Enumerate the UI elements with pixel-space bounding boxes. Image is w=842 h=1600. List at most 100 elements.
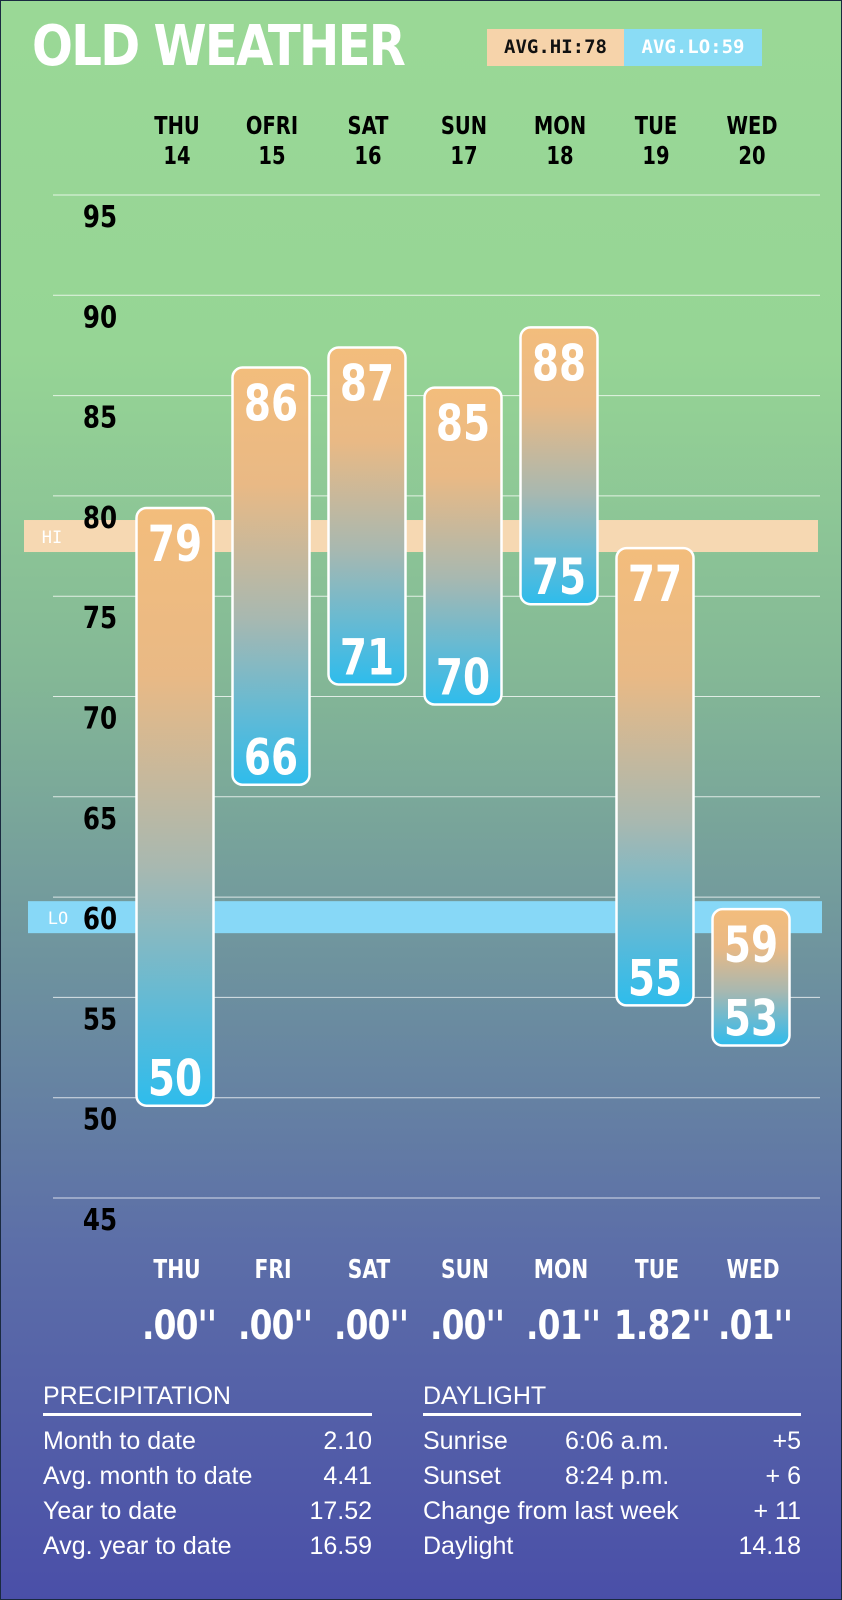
day-date: 20 <box>738 141 766 170</box>
daylight-panel: DAYLIGHT Sunrise 6:06 a.m. +5 Sunset 8:2… <box>423 1382 801 1564</box>
day-header-thu: THU 14 <box>146 111 208 171</box>
precipitation-panel: PRECIPITATION Month to date 2.10 Avg. mo… <box>43 1382 372 1564</box>
avg-low-badge: AVG.LO:59 <box>624 29 762 66</box>
low-temp-label: 50 <box>148 1049 202 1108</box>
day-name: WED <box>726 111 778 140</box>
day-name: SAT <box>347 111 389 140</box>
panel-heading: PRECIPITATION <box>43 1382 372 1416</box>
day-date: 16 <box>354 141 382 170</box>
precip-day-label: TUE <box>634 1255 680 1285</box>
temp-bar-0: 79 50 <box>135 506 215 1108</box>
precip-day-label: SUN <box>440 1255 490 1285</box>
temp-range-bar <box>135 506 215 1107</box>
day-header-sat: SAT 16 <box>337 111 399 171</box>
table-row: Month to date 2.10 <box>43 1424 372 1459</box>
day-name: THU <box>154 111 200 140</box>
precip-day-label: SAT <box>347 1255 391 1285</box>
high-temp-label: 79 <box>148 514 202 573</box>
day-name: TUE <box>634 111 678 140</box>
precip-day-value: .00'' <box>333 1303 409 1349</box>
avg-high-badge: AVG.HI:78 <box>487 29 624 66</box>
row-value: 4.41 <box>323 1462 372 1490</box>
table-row: Daylight 14.18 <box>423 1529 801 1564</box>
day-date: 17 <box>450 141 478 170</box>
low-temp-label: 70 <box>436 648 490 707</box>
row-value: 2.10 <box>323 1427 372 1455</box>
low-temp-label: 53 <box>724 989 778 1048</box>
row-label: Year to date <box>43 1497 177 1525</box>
precip-day-label: FRI <box>254 1255 292 1285</box>
row-label: Month to date <box>43 1427 196 1455</box>
row-label: Sunrise <box>423 1427 508 1455</box>
day-name: SUN <box>440 111 488 140</box>
panel-heading: DAYLIGHT <box>423 1382 801 1416</box>
table-row: Sunrise 6:06 a.m. +5 <box>423 1424 801 1459</box>
y-tick-label: 60 <box>83 903 117 937</box>
row-change: + 11 <box>753 1497 802 1525</box>
day-header-sun: SUN 17 <box>433 111 495 171</box>
y-tick-label: 45 <box>83 1204 117 1238</box>
hi-band-label: HI <box>42 528 62 548</box>
temp-range-bar <box>423 386 503 706</box>
table-row: Avg. year to date 16.59 <box>43 1529 372 1564</box>
low-temp-label: 66 <box>244 728 298 787</box>
precip-day-value: .00'' <box>237 1303 313 1349</box>
row-label: Avg. month to date <box>43 1462 253 1490</box>
row-time: 6:06 a.m. <box>565 1427 670 1455</box>
day-header-fri: OFRI 15 <box>241 111 303 171</box>
y-tick-label: 50 <box>83 1103 117 1137</box>
precip-day-value: .00'' <box>141 1303 217 1349</box>
table-row: Change from last week + 11 <box>423 1494 801 1529</box>
row-label: Daylight <box>423 1532 514 1560</box>
day-date: 19 <box>642 141 670 170</box>
day-date: 15 <box>258 141 286 170</box>
temp-range-bar <box>327 346 407 686</box>
row-label: Avg. year to date <box>43 1532 232 1560</box>
row-value: 17.52 <box>309 1497 372 1525</box>
lo-band-label: LO <box>48 909 68 929</box>
precip-day-label: MON <box>533 1255 589 1285</box>
table-row: Year to date 17.52 <box>43 1494 372 1529</box>
temp-bar-4: 88 75 <box>519 326 599 606</box>
y-tick-label: 95 <box>83 201 117 235</box>
y-tick-label: 65 <box>83 803 117 837</box>
row-time: 8:24 p.m. <box>565 1462 670 1490</box>
row-change: 14.18 <box>738 1532 801 1560</box>
low-temp-label: 71 <box>340 628 394 687</box>
table-row: Sunset 8:24 p.m. + 6 <box>423 1459 801 1494</box>
low-temp-label: 55 <box>628 949 682 1008</box>
low-temp-label: 75 <box>532 547 586 606</box>
y-tick-label: 80 <box>83 502 117 536</box>
temp-bar-5: 77 55 <box>615 546 695 1008</box>
temp-bar-1: 86 66 <box>231 366 311 787</box>
day-date: 18 <box>546 141 574 170</box>
table-row: Avg. month to date 4.41 <box>43 1459 372 1494</box>
temp-range-bar <box>519 326 599 606</box>
high-temp-label: 77 <box>628 554 682 613</box>
precip-day-value: .01'' <box>717 1303 793 1349</box>
row-change: + 6 <box>765 1462 801 1490</box>
day-name: MON <box>533 111 587 140</box>
y-tick-label: 55 <box>83 1003 117 1037</box>
y-tick-label: 70 <box>83 702 117 736</box>
row-label: Sunset <box>423 1462 501 1490</box>
high-temp-label: 59 <box>724 915 778 974</box>
day-name: OFRI <box>245 111 299 140</box>
precip-day-value: .01'' <box>525 1303 601 1349</box>
temperature-range-chart: HI LO 95 90 85 80 75 70 65 60 55 50 45 79 50 86 66 87 71… <box>24 200 822 1238</box>
y-tick-label: 90 <box>83 301 117 335</box>
y-tick-label: 85 <box>83 401 117 435</box>
precip-day-value: 1.82'' <box>613 1303 711 1349</box>
precip-day-label: THU <box>153 1255 201 1285</box>
temp-range-bar <box>231 366 311 786</box>
temp-range-bar <box>711 907 791 1047</box>
row-value: 16.59 <box>309 1532 372 1560</box>
day-date: 14 <box>163 141 191 170</box>
page-title: OLD WEATHER <box>32 14 406 79</box>
y-axis-ticks: 95 90 85 80 75 70 65 60 55 50 45 <box>83 201 117 1238</box>
temp-range-bar <box>615 546 695 1007</box>
day-header-wed: WED 20 <box>721 111 783 171</box>
day-header-mon: MON 18 <box>529 111 591 171</box>
